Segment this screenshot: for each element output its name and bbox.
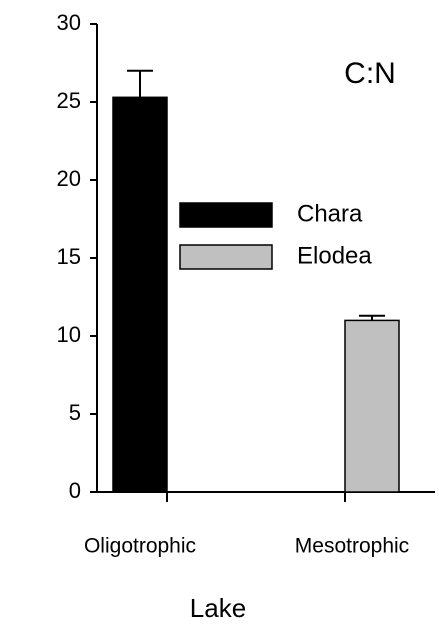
legend-swatch (179, 202, 273, 228)
y-tick-label: 30 (57, 10, 81, 35)
y-tick-label: 5 (69, 400, 81, 425)
bar (344, 319, 400, 493)
y-tick-label: 10 (57, 322, 81, 347)
y-tick-label: 0 (69, 478, 81, 503)
legend-label: Elodea (297, 242, 372, 269)
y-tick-label: 15 (57, 244, 81, 269)
error-bar (359, 314, 385, 321)
x-tick-label: Oligotrophic (84, 535, 196, 558)
x-tick-label: Mesotrophic (295, 535, 409, 558)
y-tick-label: 20 (57, 166, 81, 191)
bar (112, 96, 168, 493)
legend-swatch (179, 244, 273, 270)
legend-label: Chara (297, 200, 363, 227)
x-axis-label: Lake (190, 593, 246, 623)
chart-annotation: C:N (344, 57, 396, 90)
y-tick-label: 25 (57, 88, 81, 113)
error-bar (127, 69, 153, 98)
